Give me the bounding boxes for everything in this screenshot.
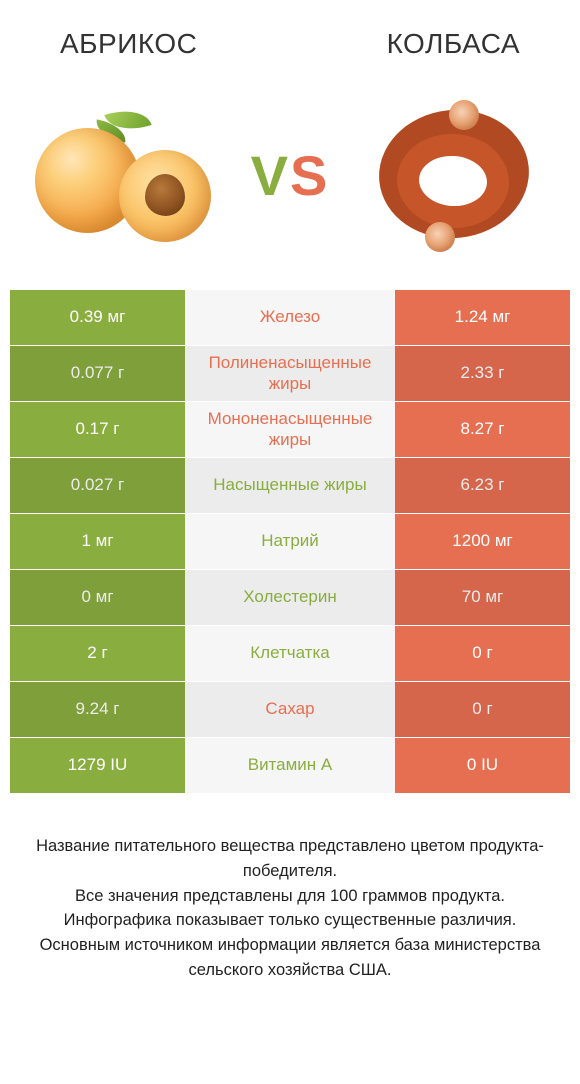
nutrient-label-cell: Холестерин (185, 570, 395, 625)
nutrient-label-cell: Витамин A (185, 738, 395, 793)
table-row: 0.39 мгЖелезо1.24 мг (10, 290, 570, 346)
comparison-table: 0.39 мгЖелезо1.24 мг0.077 гПолиненасыщен… (10, 290, 570, 794)
left-value-cell: 0.027 г (10, 458, 185, 513)
apricot-image (30, 95, 220, 255)
right-value-cell: 2.33 г (395, 346, 570, 401)
table-row: 0.027 гНасыщенные жиры6.23 г (10, 458, 570, 514)
vs-v: V (251, 144, 290, 207)
header: АБРИКОС КОЛБАСА (0, 0, 580, 70)
hero-row: VS (0, 70, 580, 290)
nutrient-label-cell: Насыщенные жиры (185, 458, 395, 513)
right-value-cell: 0 г (395, 626, 570, 681)
footer-line: Название питательного вещества представл… (30, 834, 550, 884)
footer-notes: Название питательного вещества представл… (0, 794, 580, 983)
nutrient-label-cell: Железо (185, 290, 395, 345)
footer-line: Все значения представлены для 100 граммо… (30, 884, 550, 909)
sausage-image (360, 95, 550, 255)
nutrient-label-cell: Сахар (185, 682, 395, 737)
table-row: 0 мгХолестерин70 мг (10, 570, 570, 626)
footer-line: Основным источником информации является … (30, 933, 550, 983)
right-value-cell: 8.27 г (395, 402, 570, 457)
nutrient-label-cell: Натрий (185, 514, 395, 569)
nutrient-label-cell: Мононенасыщенные жиры (185, 402, 395, 457)
left-value-cell: 1 мг (10, 514, 185, 569)
left-value-cell: 2 г (10, 626, 185, 681)
left-product-title: АБРИКОС (60, 28, 197, 60)
right-value-cell: 0 г (395, 682, 570, 737)
right-value-cell: 1.24 мг (395, 290, 570, 345)
right-value-cell: 1200 мг (395, 514, 570, 569)
table-row: 2 гКлетчатка0 г (10, 626, 570, 682)
left-value-cell: 0.077 г (10, 346, 185, 401)
nutrient-label-cell: Полиненасыщенные жиры (185, 346, 395, 401)
left-value-cell: 9.24 г (10, 682, 185, 737)
table-row: 1279 IUВитамин A0 IU (10, 738, 570, 794)
nutrient-label-cell: Клетчатка (185, 626, 395, 681)
right-value-cell: 70 мг (395, 570, 570, 625)
left-value-cell: 0 мг (10, 570, 185, 625)
right-value-cell: 6.23 г (395, 458, 570, 513)
table-row: 1 мгНатрий1200 мг (10, 514, 570, 570)
left-value-cell: 1279 IU (10, 738, 185, 793)
vs-s: S (290, 144, 329, 207)
table-row: 0.17 гМононенасыщенные жиры8.27 г (10, 402, 570, 458)
left-value-cell: 0.17 г (10, 402, 185, 457)
right-value-cell: 0 IU (395, 738, 570, 793)
table-row: 9.24 гСахар0 г (10, 682, 570, 738)
footer-line: Инфографика показывает только существенн… (30, 908, 550, 933)
vs-label: VS (251, 143, 330, 208)
table-row: 0.077 гПолиненасыщенные жиры2.33 г (10, 346, 570, 402)
left-value-cell: 0.39 мг (10, 290, 185, 345)
right-product-title: КОЛБАСА (387, 28, 520, 60)
